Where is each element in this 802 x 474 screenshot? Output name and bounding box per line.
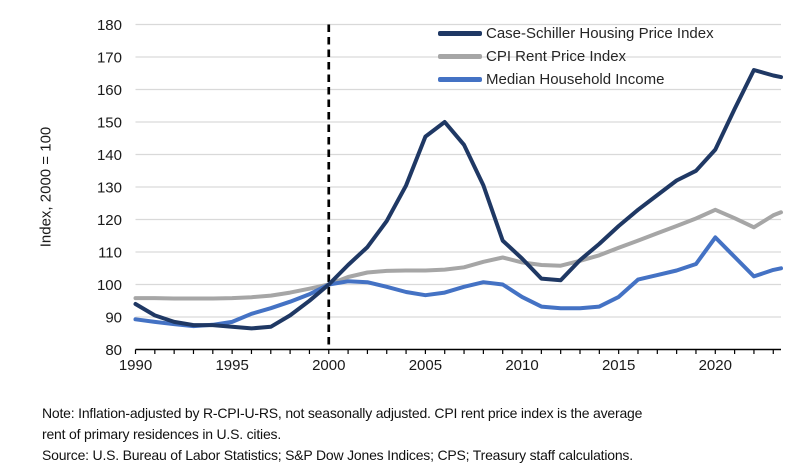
legend-label-cpi-rent: CPI Rent Price Index — [486, 48, 627, 65]
y-tick-label-110: 110 — [98, 245, 122, 262]
y-tick-label-130: 130 — [97, 180, 122, 197]
y-axis-title: Index, 2000 = 100 — [37, 126, 55, 248]
legend-label-case-schiller: Case-Schiller Housing Price Index — [486, 25, 714, 42]
x-tick-label-2005: 2005 — [409, 357, 442, 374]
x-tick-label-2015: 2015 — [602, 357, 635, 374]
x-tick-label-2020: 2020 — [699, 357, 732, 374]
legend-item-cpi-rent: CPI Rent Price Index — [438, 45, 714, 68]
y-tick-label-180: 180 — [97, 17, 122, 34]
note-text-line-3: Source: U.S. Bureau of Labor Statistics;… — [42, 447, 633, 463]
x-tick-label-2000: 2000 — [312, 357, 345, 374]
series-line-1 — [133, 207, 783, 301]
legend-line-swatch-case-schiller — [438, 31, 482, 36]
note-text-line-2: rent of primary residences in U.S. citie… — [42, 426, 282, 442]
y-tick-label-90: 90 — [105, 310, 122, 327]
y-tick-label-150: 150 — [97, 115, 122, 132]
y-tick-label-170: 170 — [97, 50, 122, 67]
x-tick-label-1995: 1995 — [215, 357, 248, 374]
line-chart-canvas: 80 90 100 110 120 130 140 150 160 170 180 1990 1995 2… — [97, 17, 783, 374]
series-line-0 — [133, 68, 783, 331]
y-tick-label-100: 100 — [97, 277, 122, 294]
chart-notes: Note: Inflation-adjusted by R-CPI-U-RS, … — [42, 403, 787, 466]
legend-label-median-income: Median Household Income — [486, 71, 665, 88]
legend-item-case-schiller: Case-Schiller Housing Price Index — [438, 22, 714, 45]
x-tick-label-1990: 1990 — [119, 357, 152, 374]
legend-item-median-income: Median Household Income — [438, 68, 714, 91]
y-tick-label-160: 160 — [97, 82, 122, 99]
legend-line-swatch-median-income — [438, 77, 482, 82]
legend: Case-Schiller Housing Price Index CPI Re… — [438, 22, 714, 91]
y-tick-label-140: 140 — [97, 147, 122, 164]
legend-line-swatch-cpi-rent — [438, 54, 482, 59]
x-tick-label-2010: 2010 — [505, 357, 538, 374]
note-text-line-1: Note: Inflation-adjusted by R-CPI-U-RS, … — [42, 405, 643, 421]
y-tick-label-80: 80 — [105, 342, 122, 359]
series-line-2 — [133, 235, 783, 329]
y-tick-label-120: 120 — [97, 212, 122, 229]
